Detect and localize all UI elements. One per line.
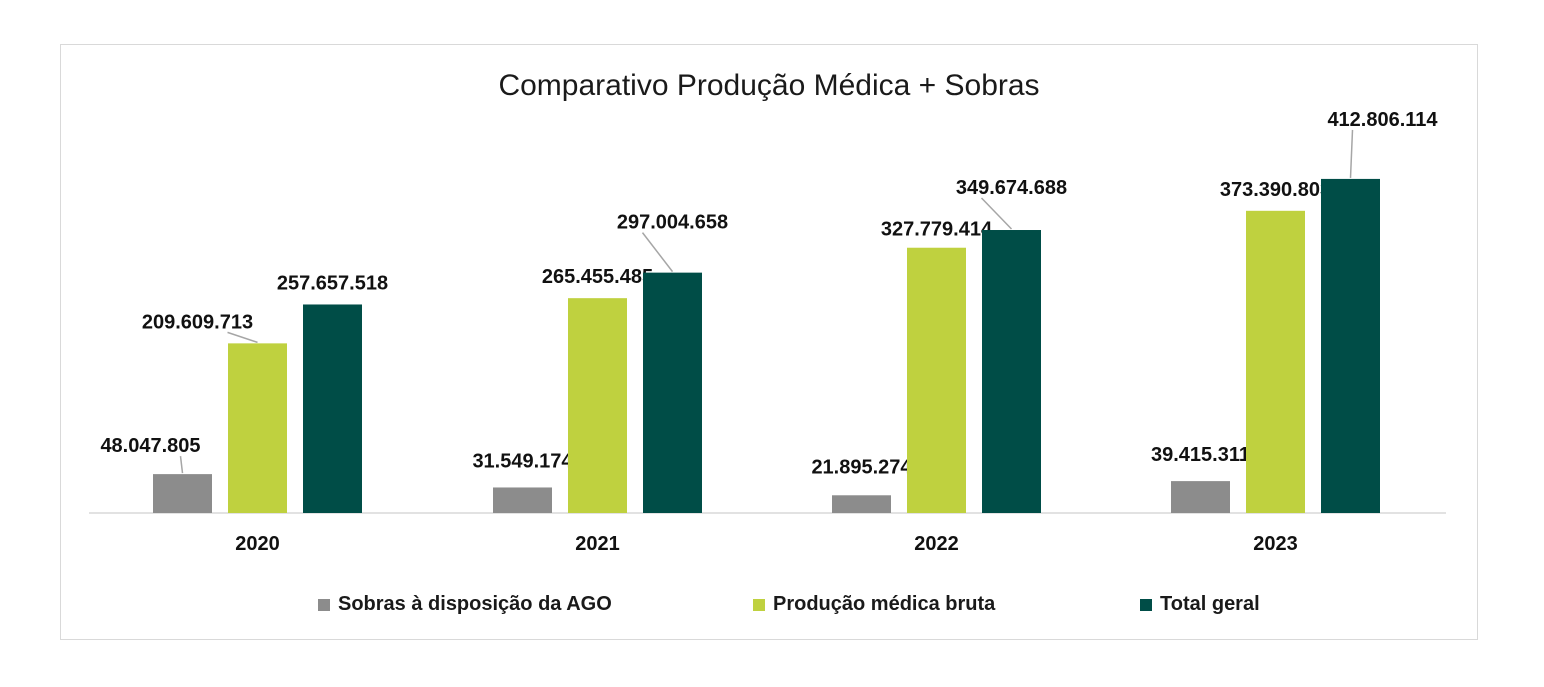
legend-item-sobras: Sobras à disposição da AGO bbox=[318, 593, 612, 616]
data-label-2022-series-0: 21.895.274 bbox=[811, 456, 912, 478]
bar-2021-series-0 bbox=[493, 487, 552, 513]
legend-label-sobras: Sobras à disposição da AGO bbox=[338, 593, 612, 615]
data-label-2023-series-0: 39.415.311 bbox=[1151, 444, 1250, 466]
data-label-2021-series-2: 297.004.658 bbox=[617, 212, 728, 234]
data-label-2020-series-1: 209.609.713 bbox=[142, 311, 253, 333]
data-label-leader-2021-series-2 bbox=[641, 232, 674, 273]
legend-swatch-producao bbox=[753, 598, 765, 611]
x-tick-label-2021: 2021 bbox=[575, 533, 620, 555]
data-label-leader-2023-series-2 bbox=[1349, 129, 1354, 178]
data-label-2021-series-0: 31.549.174 bbox=[472, 450, 573, 472]
data-label-2023-series-1: 373.390.803 bbox=[1220, 179, 1331, 201]
bar-2023-series-2 bbox=[1321, 178, 1380, 513]
data-label-2022-series-1: 327.779.414 bbox=[881, 219, 993, 241]
legend-label-total: Total geral bbox=[1160, 593, 1260, 615]
bar-2021-series-1 bbox=[568, 298, 627, 513]
bar-2020-series-2 bbox=[303, 304, 362, 513]
chart-plot: 48.047.805 209.609.713 257.657.518 2020 31.5… bbox=[89, 109, 1446, 555]
data-label-2022-series-2: 349.674.688 bbox=[956, 177, 1067, 199]
bar-2020-series-1 bbox=[228, 343, 287, 513]
legend-swatch-total bbox=[1140, 598, 1152, 611]
x-tick-label-2022: 2022 bbox=[914, 533, 959, 555]
bar-2023-series-0 bbox=[1171, 481, 1230, 513]
data-label-2021-series-1: 265.455.485 bbox=[542, 266, 653, 288]
chart-legend: Sobras à disposição da AGO Produção médi… bbox=[61, 593, 1477, 617]
legend-label-producao: Produção médica bruta bbox=[773, 593, 996, 615]
bar-2023-series-1 bbox=[1246, 210, 1305, 513]
data-label-leader-2022-series-2 bbox=[980, 197, 1013, 230]
legend-item-producao: Produção médica bruta bbox=[753, 593, 995, 616]
chart-title: Comparativo Produção Médica + Sobras bbox=[498, 69, 1040, 102]
data-label-leader-2020-series-0 bbox=[179, 456, 184, 474]
x-tick-label-2020: 2020 bbox=[235, 533, 280, 555]
data-label-leader-2020-series-1 bbox=[227, 331, 258, 344]
data-label-2023-series-2: 412.806.114 bbox=[1327, 109, 1438, 131]
bar-2022-series-0 bbox=[832, 495, 891, 513]
x-tick-label-2023: 2023 bbox=[1253, 533, 1298, 555]
chart-frame: Comparativo Produção Médica + Sobras 48.… bbox=[60, 44, 1478, 640]
data-label-2020-series-2: 257.657.518 bbox=[277, 272, 388, 294]
bar-2022-series-2 bbox=[982, 230, 1041, 513]
bar-2021-series-2 bbox=[643, 272, 702, 513]
legend-swatch-sobras bbox=[318, 598, 330, 611]
data-label-2020-series-0: 48.047.805 bbox=[100, 435, 200, 457]
bar-2020-series-0 bbox=[153, 474, 212, 513]
legend-item-total: Total geral bbox=[1140, 593, 1260, 616]
bar-2022-series-1 bbox=[907, 247, 966, 513]
